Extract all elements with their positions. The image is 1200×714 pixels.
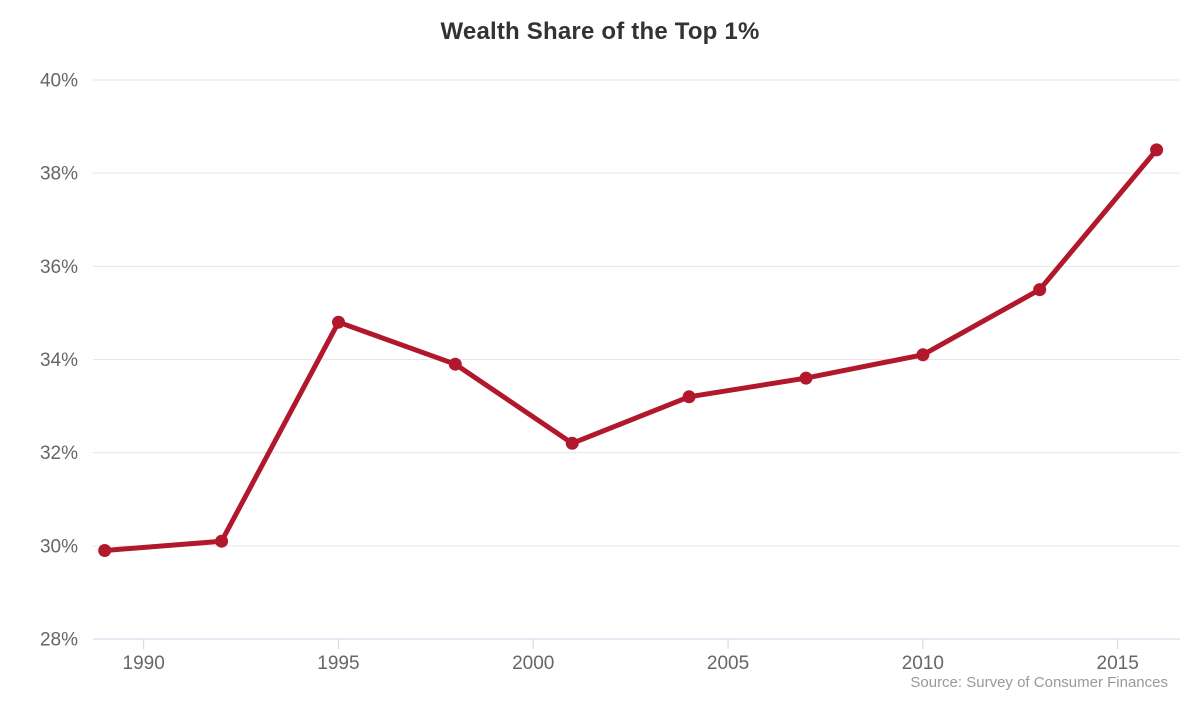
data-point[interactable] [98, 544, 112, 557]
y-axis-label: 30% [40, 536, 78, 557]
chart-title: Wealth Share of the Top 1% [440, 18, 760, 45]
data-point[interactable] [215, 534, 229, 548]
y-axis-label: 38% [40, 164, 78, 185]
x-axis-label: 2000 [512, 653, 554, 674]
y-axis-label: 36% [40, 257, 78, 278]
data-point[interactable] [332, 315, 345, 329]
data-point[interactable] [916, 348, 930, 362]
y-axis-label: 34% [40, 350, 78, 371]
x-axis-label: 1995 [317, 653, 359, 674]
x-axis-label: 2010 [902, 653, 944, 674]
y-axis-label: 40% [40, 71, 78, 92]
x-axis-label: 1990 [123, 653, 165, 674]
x-axis-label: 2005 [707, 653, 749, 674]
source-credit: Source: Survey of Consumer Finances [910, 674, 1168, 691]
data-point[interactable] [1150, 143, 1164, 157]
data-point[interactable] [565, 436, 579, 450]
data-point[interactable] [682, 390, 696, 404]
series-line [102, 147, 1160, 553]
data-point[interactable] [448, 357, 462, 371]
y-axis-label: 32% [40, 443, 78, 464]
data-point[interactable] [1033, 283, 1047, 297]
y-axis-label: 28% [40, 630, 78, 651]
x-axis-label: 2015 [1097, 653, 1139, 674]
data-point[interactable] [799, 371, 813, 385]
